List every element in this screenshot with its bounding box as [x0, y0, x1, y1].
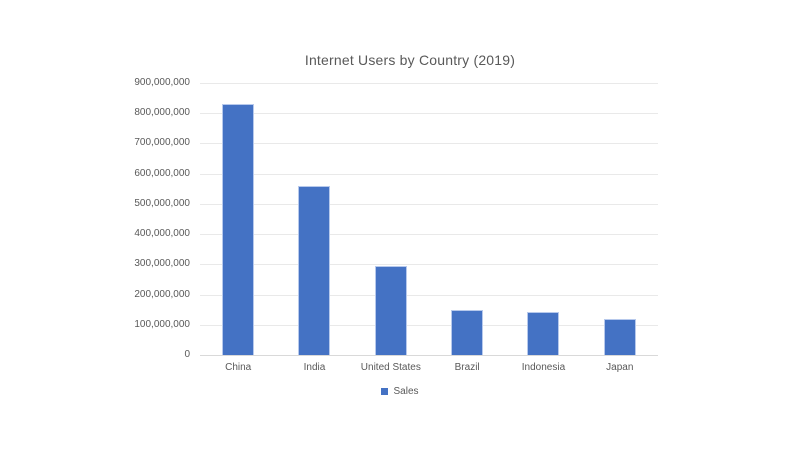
- x-axis-label: Brazil: [454, 362, 480, 373]
- y-axis-tick-label: 200,000,000: [134, 288, 190, 300]
- y-axis-tick-label: 100,000,000: [134, 318, 190, 330]
- bar-slot: [505, 83, 581, 355]
- gridline: [200, 324, 658, 326]
- legend: Sales: [0, 386, 800, 397]
- bar-slot: [200, 83, 276, 355]
- gridline: [200, 234, 658, 236]
- plot-area: [200, 83, 658, 356]
- gridline: [200, 113, 658, 115]
- y-axis-tick-label: 500,000,000: [134, 197, 190, 209]
- bar-indonesia: [527, 311, 560, 355]
- x-axis-label: United States: [360, 362, 421, 373]
- x-axis-label: Japan: [606, 362, 634, 373]
- chart-title: Internet Users by Country (2019): [304, 52, 516, 68]
- bar-slot: [353, 83, 429, 355]
- gridline: [200, 203, 658, 205]
- legend-label: Sales: [393, 386, 419, 397]
- x-axis-label: Indonesia: [521, 362, 566, 373]
- y-axis: 0 100,000,000 200,000,000 300,000,000 400,00…: [0, 77, 190, 360]
- gridline: [200, 294, 658, 296]
- bar-china: [222, 104, 255, 355]
- bar-united-states: [374, 266, 407, 355]
- gridline: [200, 83, 658, 84]
- y-axis-tick-label: 0: [184, 349, 190, 360]
- gridline: [200, 143, 658, 145]
- bar-slot: [582, 83, 658, 355]
- gridline: [200, 264, 658, 266]
- y-axis-tick-label: 300,000,000: [134, 258, 190, 270]
- bar-japan: [603, 319, 636, 355]
- y-axis-tick-label: 400,000,000: [134, 228, 190, 240]
- y-axis-tick-label: 800,000,000: [134, 107, 190, 119]
- x-axis: China India United States Brazil Indonesia Ja…: [200, 362, 658, 378]
- y-axis-tick-label: 900,000,000: [134, 77, 190, 88]
- gridline: [200, 173, 658, 175]
- y-axis-tick-label: 600,000,000: [134, 167, 190, 179]
- y-axis-tick-label: 700,000,000: [134, 137, 190, 149]
- bar-india: [298, 185, 331, 355]
- x-axis-label: India: [303, 362, 326, 373]
- legend-marker-icon: [381, 388, 389, 395]
- bar-slot: [429, 83, 505, 355]
- bar-brazil: [451, 309, 484, 355]
- bar-slot: [276, 83, 352, 355]
- x-axis-label: China: [225, 362, 252, 373]
